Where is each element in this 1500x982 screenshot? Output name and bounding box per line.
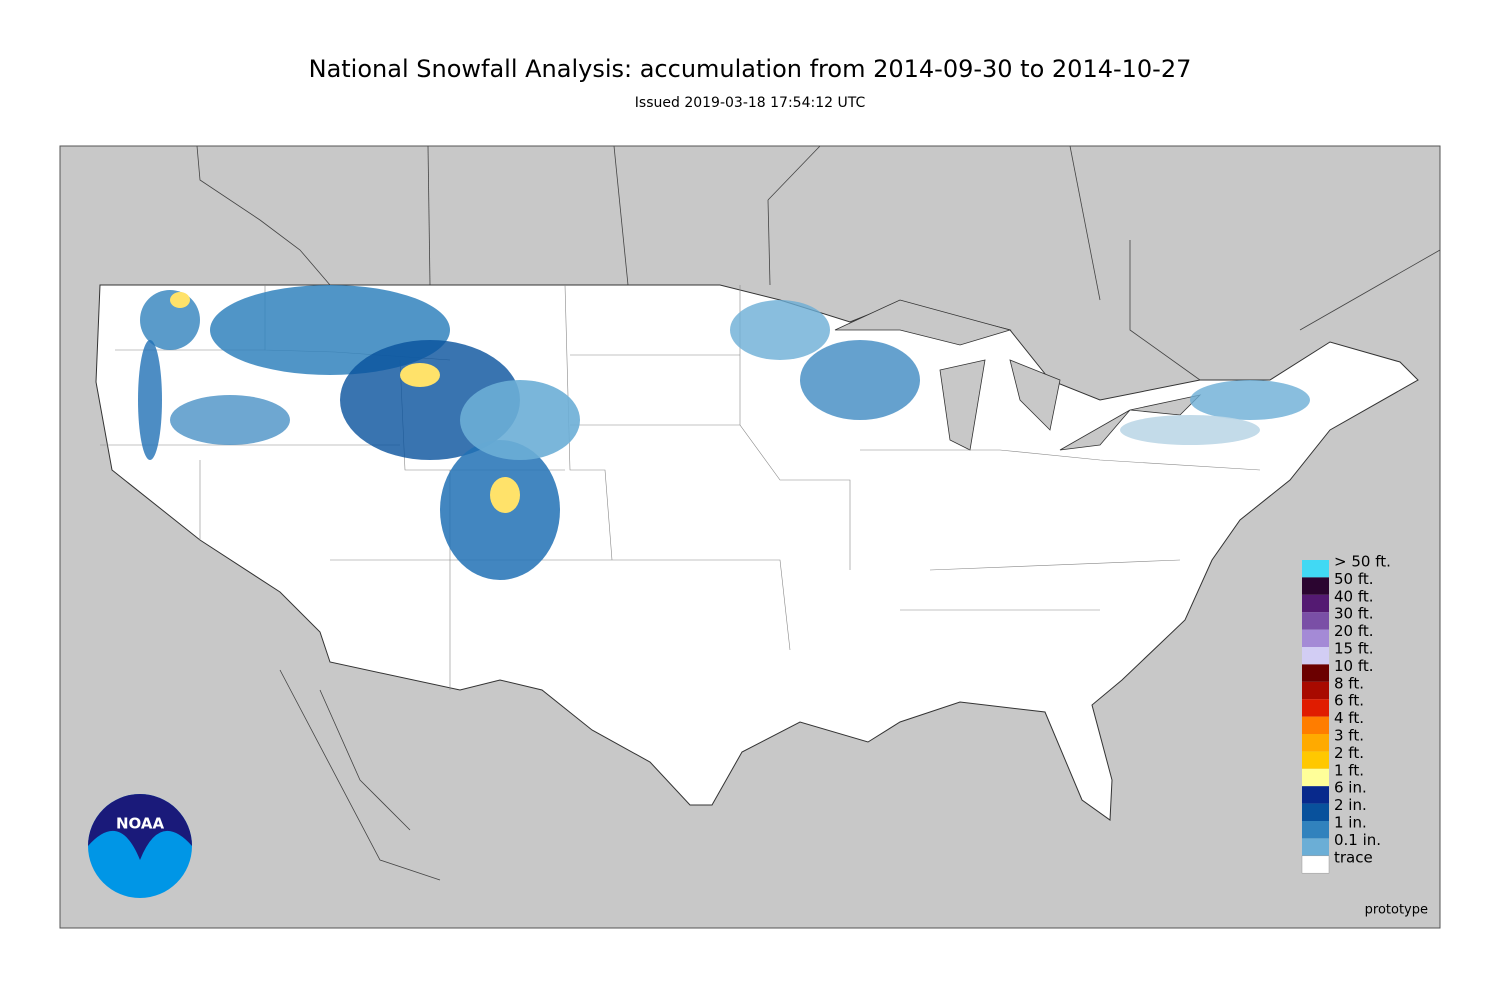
legend-swatch	[1302, 629, 1329, 647]
legend-swatch	[1302, 734, 1329, 752]
legend-swatch	[1301, 855, 1330, 874]
legend-swatch	[1302, 612, 1329, 630]
legend-swatch	[1302, 577, 1329, 595]
subtitle: Issued 2019-03-18 17:54:12 UTC	[635, 95, 866, 111]
map	[59, 145, 1441, 929]
legend-label: 8 ft.	[1334, 674, 1364, 692]
legend-swatch	[1302, 751, 1329, 769]
title: National Snowfall Analysis: accumulation…	[309, 55, 1192, 83]
legend-label: 15 ft.	[1334, 640, 1374, 658]
legend-label: 3 ft.	[1334, 727, 1364, 745]
legend: > 50 ft.50 ft.40 ft.30 ft.20 ft.15 ft.10…	[1301, 553, 1391, 874]
legend-swatch	[1302, 821, 1329, 839]
legend-label: 6 in.	[1334, 779, 1367, 797]
legend-label: 10 ft.	[1334, 657, 1374, 675]
legend-label: > 50 ft.	[1334, 553, 1391, 571]
legend-label: 50 ft.	[1334, 570, 1374, 588]
legend-swatch	[1302, 681, 1329, 700]
legend-label: trace	[1334, 848, 1373, 866]
snow-areas	[138, 285, 1310, 580]
legend-label: 40 ft.	[1334, 587, 1374, 605]
legend-label: 4 ft.	[1334, 709, 1364, 727]
legend-swatch	[1302, 699, 1329, 717]
legend-label: 1 ft.	[1334, 761, 1364, 779]
legend-label: 2 ft.	[1334, 744, 1364, 762]
legend-swatch	[1302, 716, 1329, 734]
legend-swatch	[1302, 838, 1329, 856]
legend-label: 6 ft.	[1334, 692, 1364, 710]
legend-label: 0.1 in.	[1334, 831, 1381, 849]
legend-swatch	[1302, 768, 1329, 787]
logo-text: NOAA	[116, 815, 165, 833]
legend-swatch	[1302, 560, 1329, 578]
noaa-logo: NOAA	[88, 794, 192, 898]
legend-swatch	[1302, 647, 1329, 665]
legend-label: 20 ft.	[1334, 622, 1374, 640]
legend-label: 30 ft.	[1334, 605, 1374, 623]
legend-swatch	[1302, 594, 1329, 613]
legend-label: 2 in.	[1334, 796, 1367, 814]
watermark: prototype	[1365, 903, 1428, 918]
legend-label: 1 in.	[1334, 814, 1367, 832]
legend-swatch	[1302, 664, 1329, 682]
legend-swatch	[1302, 803, 1329, 821]
legend-swatch	[1302, 786, 1329, 804]
